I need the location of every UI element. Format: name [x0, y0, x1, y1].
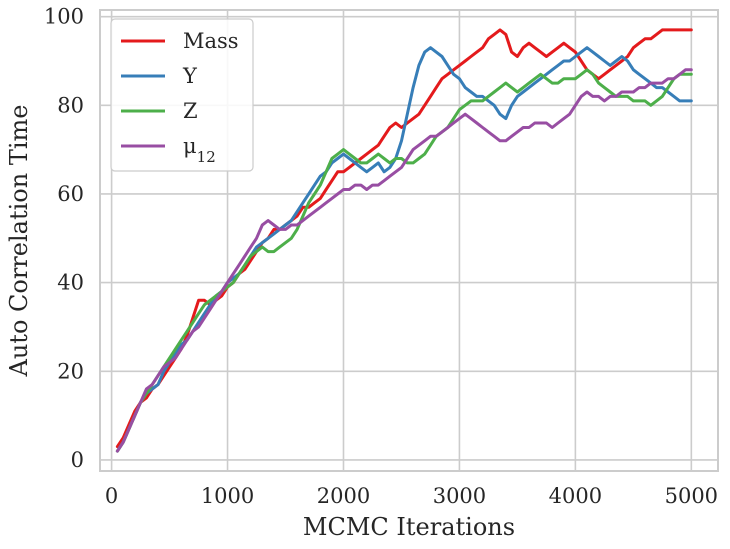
x-tick-label: 4000 — [549, 484, 602, 508]
plot-frame — [99, 9, 719, 472]
legend-label: Mass — [183, 29, 239, 53]
x-tick-label: 1000 — [201, 484, 254, 508]
x-tick-label: 2000 — [317, 484, 370, 508]
legend-label: μ12 — [183, 134, 216, 166]
y-tick-label: 0 — [71, 448, 84, 472]
y-tick-label: 40 — [57, 271, 84, 295]
series-lines — [115, 28, 693, 453]
x-tick-label: 3000 — [433, 484, 486, 508]
x-axis-label: MCMC Iterations — [303, 513, 515, 541]
x-tick-label: 0 — [105, 484, 118, 508]
series-line-3 — [115, 68, 693, 453]
y-tick-label: 80 — [57, 93, 84, 117]
x-tick-label: 5000 — [665, 484, 718, 508]
y-tick-label: 20 — [57, 359, 84, 383]
legend-label: Y — [182, 64, 198, 88]
y-tick-label: 60 — [57, 182, 84, 206]
y-axis-label: Auto Correlation Time — [5, 105, 33, 378]
x-tick-labels: 0 1000 2000 3000 4000 5000 — [105, 484, 718, 508]
y-tick-labels: 0 20 40 60 80 100 — [44, 5, 84, 472]
y-tick-label: 100 — [44, 5, 84, 29]
legend-box — [110, 18, 254, 172]
legend-label: Z — [183, 99, 198, 123]
series-line-1 — [115, 46, 693, 453]
